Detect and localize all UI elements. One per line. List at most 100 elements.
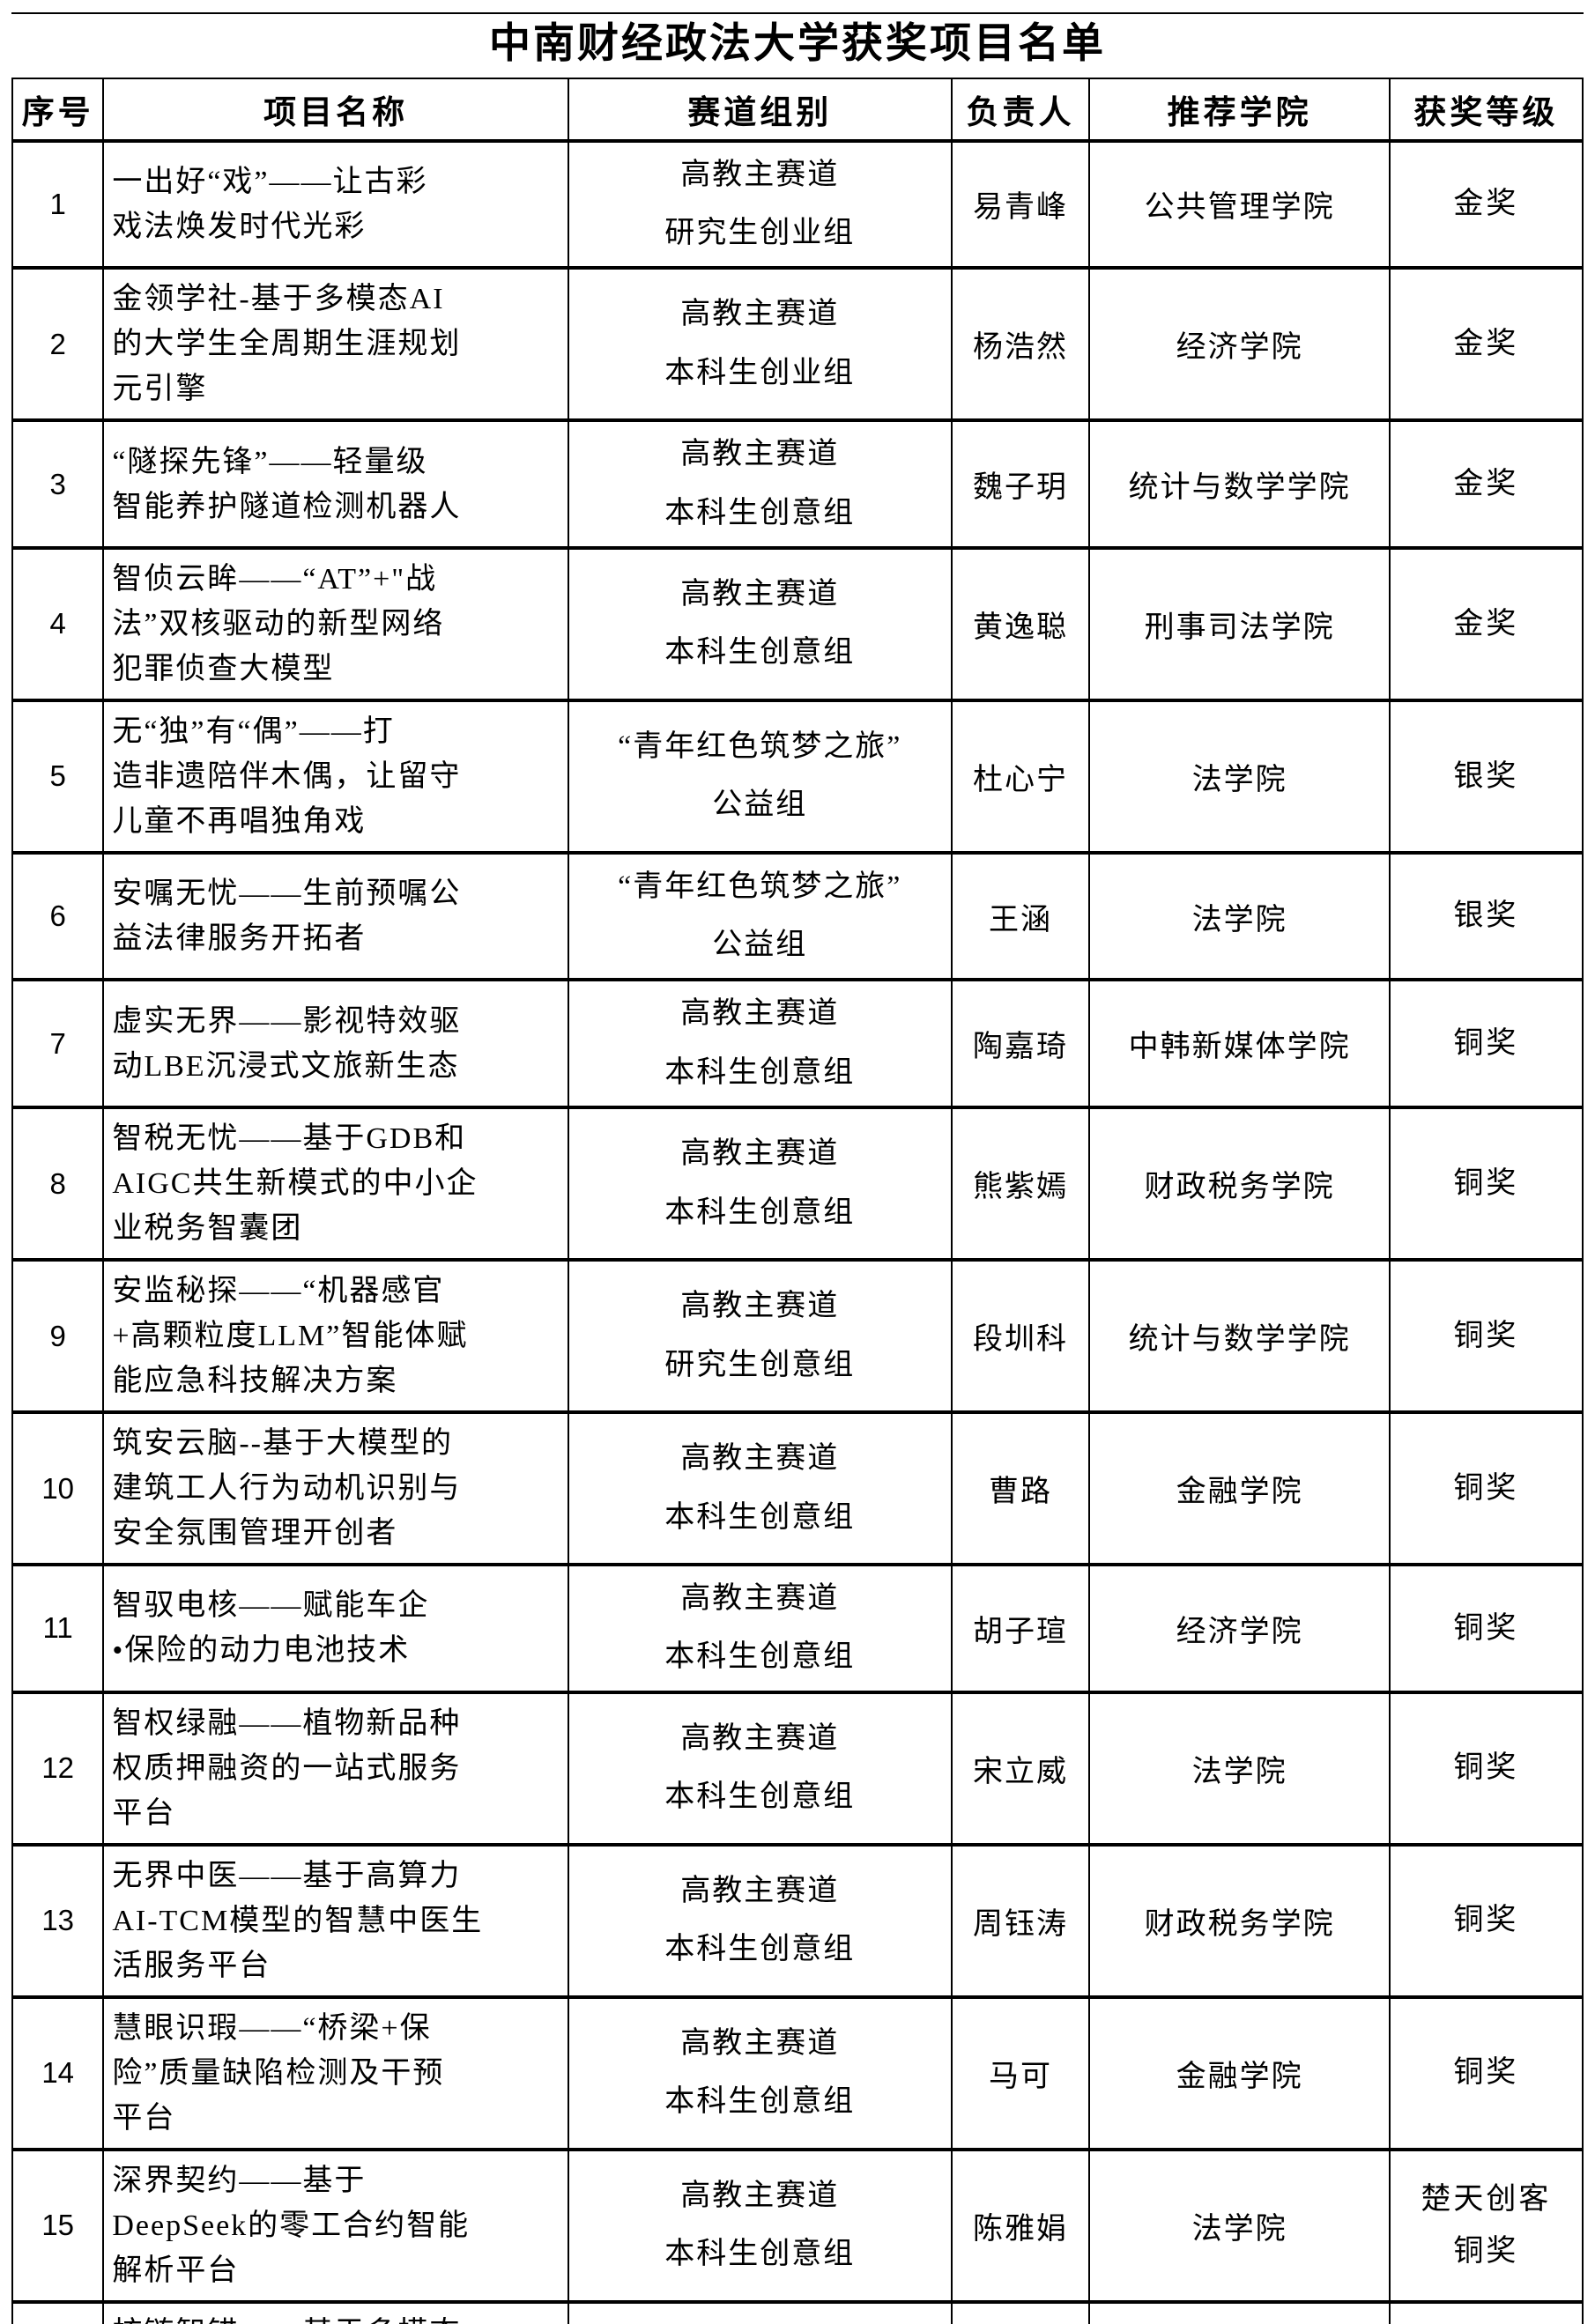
table-row: 12 智权绿融——植物新品种 权质押融资的一站式服务 平台 高教主赛道 本科生创…	[11, 1690, 1584, 1847]
leader-cell: 易青峰	[950, 138, 1091, 270]
table-row: 1 一出好“戏”——让古彩 戏法焕发时代光彩 高教主赛道 研究生创业组 易青峰 …	[11, 138, 1584, 270]
track-group-cell: “青年红色筑梦之旅” 公益组	[567, 698, 953, 855]
serial-number-cell: 12	[11, 1690, 105, 1847]
college-cell: 统计与数学学院	[1088, 1258, 1391, 1415]
award-level-cell: 楚天创客 铜奖	[1388, 2299, 1584, 2324]
project-name-cell: 智侦云眸——“AT”+"战 法”双核驱动的新型网络 犯罪侦查大模型	[102, 545, 569, 702]
track-group-cell: 高教主赛道 本科生创业组	[567, 266, 953, 423]
leader-cell: 黄逸聪	[950, 545, 1091, 702]
table-row: 2 金领学社-基于多模态AI 的大学生全周期生涯规划 元引擎 高教主赛道 本科生…	[11, 266, 1584, 423]
table-row: 16 核链智锚——基于多模态 智能感知中枢的核电罐区 应急生态探索者 高教主赛道…	[11, 2299, 1584, 2324]
award-level-cell: 铜奖	[1388, 1258, 1584, 1415]
project-name-cell: 虚实无界——影视特效驱 动LBE沉浸式文旅新生态	[102, 978, 569, 1110]
table-row: 11 智驭电核——赋能车企 •保险的动力电池技术 高教主赛道 本科生创意组 胡子…	[11, 1563, 1584, 1694]
header-recommending-college: 推荐学院	[1088, 77, 1391, 143]
header-project-name: 项目名称	[102, 77, 569, 143]
award-level-cell: 铜奖	[1388, 1410, 1584, 1567]
table-row: 10 筑安云脑--基于大模型的 建筑工人行为动机识别与 安全氛围管理开创者 高教…	[11, 1410, 1584, 1567]
leader-cell: 杨浩然	[950, 266, 1091, 423]
track-group-cell: 高教主赛道 本科生创意组	[567, 545, 953, 702]
project-name-cell: 智驭电核——赋能车企 •保险的动力电池技术	[102, 1563, 569, 1694]
table-row: 13 无界中医——基于高算力 AI-TCM模型的智慧中医生 活服务平台 高教主赛…	[11, 1842, 1584, 1999]
project-name-cell: 安嘱无忧——生前预嘱公 益法律服务开拓者	[102, 850, 569, 982]
table-row: 14 慧眼识瑕——“桥梁+保 险”质量缺陷检测及干预 平台 高教主赛道 本科生创…	[11, 1995, 1584, 2151]
project-name-cell: 智权绿融——植物新品种 权质押融资的一站式服务 平台	[102, 1690, 569, 1847]
serial-number-cell: 2	[11, 266, 105, 423]
table-row: 9 安监秘探——“机器感官 +高颗粒度LLM”智能体赋 能应急科技解决方案 高教…	[11, 1258, 1584, 1415]
serial-number-cell: 7	[11, 978, 105, 1110]
award-level-cell: 楚天创客 铜奖	[1388, 2147, 1584, 2304]
award-level-cell: 铜奖	[1388, 1690, 1584, 1847]
leader-cell: 熊紫嫣	[950, 1106, 1091, 1262]
serial-number-cell: 13	[11, 1842, 105, 1999]
award-level-cell: 银奖	[1388, 850, 1584, 982]
college-cell: 中韩新媒体学院	[1088, 978, 1391, 1110]
track-group-cell: 高教主赛道 研究生创意组	[567, 1258, 953, 1415]
table-row: 6 安嘱无忧——生前预嘱公 益法律服务开拓者 “青年红色筑梦之旅” 公益组 王涵…	[11, 850, 1584, 982]
serial-number-cell: 16	[11, 2299, 105, 2324]
track-group-cell: 高教主赛道 研究生创业组	[567, 138, 953, 270]
serial-number-cell: 6	[11, 850, 105, 982]
header-serial-number: 序号	[11, 77, 105, 143]
award-level-cell: 银奖	[1388, 698, 1584, 855]
project-name-cell: 安监秘探——“机器感官 +高颗粒度LLM”智能体赋 能应急科技解决方案	[102, 1258, 569, 1415]
college-cell: 金融学院	[1088, 1995, 1391, 2151]
project-name-cell: 智税无忧——基于GDB和 AIGC共生新模式的中小企 业税务智囊团	[102, 1106, 569, 1262]
serial-number-cell: 9	[11, 1258, 105, 1415]
award-level-cell: 金奖	[1388, 545, 1584, 702]
award-level-cell: 金奖	[1388, 266, 1584, 423]
header-track-group: 赛道组别	[567, 77, 953, 143]
college-cell: 法学院	[1088, 1690, 1391, 1847]
college-cell: 经济学院	[1088, 266, 1391, 423]
award-level-cell: 金奖	[1388, 418, 1584, 550]
award-level-cell: 铜奖	[1388, 1106, 1584, 1262]
header-leader: 负责人	[950, 77, 1091, 143]
project-name-cell: 无界中医——基于高算力 AI-TCM模型的智慧中医生 活服务平台	[102, 1842, 569, 1999]
award-level-cell: 铜奖	[1388, 1995, 1584, 2151]
serial-number-cell: 8	[11, 1106, 105, 1262]
page-title: 中南财经政法大学获奖项目名单	[11, 12, 1584, 78]
serial-number-cell: 3	[11, 418, 105, 550]
project-name-cell: 慧眼识瑕——“桥梁+保 险”质量缺陷检测及干预 平台	[102, 1995, 569, 2151]
college-cell: 金融学院	[1088, 1410, 1391, 1567]
project-name-cell: 深界契约——基于 DeepSeek的零工合约智能 解析平台	[102, 2147, 569, 2304]
award-level-cell: 铜奖	[1388, 1563, 1584, 1694]
leader-cell: 段圳科	[950, 1258, 1091, 1415]
serial-number-cell: 15	[11, 2147, 105, 2304]
college-cell: 法学院	[1088, 698, 1391, 855]
table-row: 7 虚实无界——影视特效驱 动LBE沉浸式文旅新生态 高教主赛道 本科生创意组 …	[11, 978, 1584, 1110]
college-cell: 哲学院	[1088, 2299, 1391, 2324]
track-group-cell: 高教主赛道 本科生创意组	[567, 1995, 953, 2151]
track-group-cell: 高教主赛道 本科生创意组	[567, 978, 953, 1110]
track-group-cell: 高教主赛道 本科生创意组	[567, 2299, 953, 2324]
table-row: 15 深界契约——基于 DeepSeek的零工合约智能 解析平台 高教主赛道 本…	[11, 2147, 1584, 2304]
track-group-cell: 高教主赛道 本科生创意组	[567, 2147, 953, 2304]
leader-cell: 张子阳	[950, 2299, 1091, 2324]
track-group-cell: 高教主赛道 本科生创意组	[567, 1410, 953, 1567]
table-row: 5 无“独”有“偶”——打 造非遗陪伴木偶，让留守 儿童不再唱独角戏 “青年红色…	[11, 698, 1584, 855]
table-row: 3 “隧探先锋”——轻量级 智能养护隧道检测机器人 高教主赛道 本科生创意组 魏…	[11, 418, 1584, 550]
leader-cell: 曹路	[950, 1410, 1091, 1567]
leader-cell: 胡子瑄	[950, 1563, 1091, 1694]
award-level-cell: 金奖	[1388, 138, 1584, 270]
leader-cell: 陈雅娟	[950, 2147, 1091, 2304]
table-row: 4 智侦云眸——“AT”+"战 法”双核驱动的新型网络 犯罪侦查大模型 高教主赛…	[11, 545, 1584, 702]
track-group-cell: 高教主赛道 本科生创意组	[567, 418, 953, 550]
leader-cell: 马可	[950, 1995, 1091, 2151]
serial-number-cell: 10	[11, 1410, 105, 1567]
college-cell: 刑事司法学院	[1088, 545, 1391, 702]
serial-number-cell: 11	[11, 1563, 105, 1694]
serial-number-cell: 4	[11, 545, 105, 702]
track-group-cell: 高教主赛道 本科生创意组	[567, 1106, 953, 1262]
project-name-cell: 金领学社-基于多模态AI 的大学生全周期生涯规划 元引擎	[102, 266, 569, 423]
leader-cell: 宋立威	[950, 1690, 1091, 1847]
project-name-cell: “隧探先锋”——轻量级 智能养护隧道检测机器人	[102, 418, 569, 550]
project-name-cell: 筑安云脑--基于大模型的 建筑工人行为动机识别与 安全氛围管理开创者	[102, 1410, 569, 1567]
college-cell: 财政税务学院	[1088, 1106, 1391, 1262]
track-group-cell: 高教主赛道 本科生创意组	[567, 1563, 953, 1694]
college-cell: 财政税务学院	[1088, 1842, 1391, 1999]
project-name-cell: 一出好“戏”——让古彩 戏法焕发时代光彩	[102, 138, 569, 270]
leader-cell: 陶嘉琦	[950, 978, 1091, 1110]
leader-cell: 魏子玥	[950, 418, 1091, 550]
track-group-cell: 高教主赛道 本科生创意组	[567, 1842, 953, 1999]
